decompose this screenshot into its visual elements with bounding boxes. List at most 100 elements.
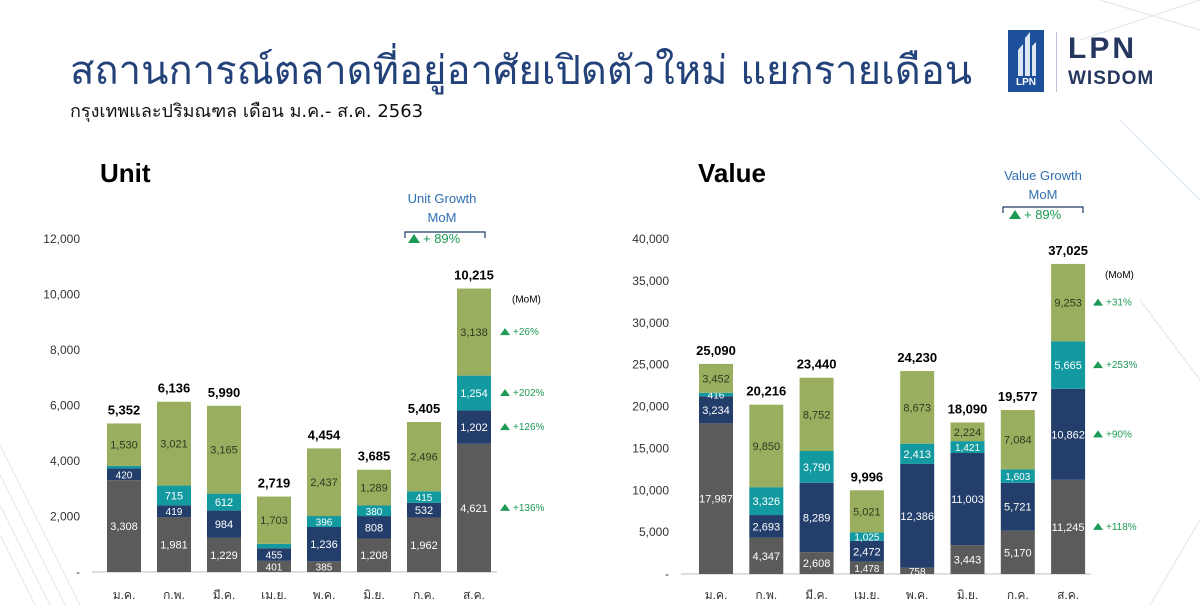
unit-total-label: 5,352 (108, 402, 141, 417)
logo-tagline: WISDOM (1068, 68, 1155, 89)
value-bar-segment (1051, 341, 1086, 389)
value-growth-header: (MoM) (1105, 270, 1134, 281)
unit-segment-label: 1,229 (210, 550, 238, 562)
unit-bar-segment (157, 401, 191, 486)
unit-bar-segment (257, 543, 291, 549)
unit-category-label: ก.พ. (163, 588, 185, 602)
unit-category-label: ม.ค. (113, 588, 136, 602)
value-bar-segment (1000, 482, 1035, 531)
value-callout-title: Value Growth (1004, 168, 1082, 183)
value-bar-segment (950, 545, 985, 574)
value-y-tick-label: 20,000 (632, 400, 669, 414)
value-bar-segment (799, 552, 834, 574)
value-segment-label: 8,289 (803, 512, 831, 524)
unit-category-label: พ.ค. (313, 588, 336, 602)
unit-callout-arrow-icon (408, 234, 420, 243)
unit-y-tick-label: 12,000 (43, 232, 80, 246)
value-segment-label: 7,084 (1004, 435, 1032, 447)
value-bar-segment (900, 443, 935, 464)
unit-segment-label: 1,236 (310, 539, 338, 551)
unit-growth-value: +26% (513, 327, 539, 338)
value-segment-label: 11,003 (951, 494, 984, 506)
value-total-label: 37,025 (1048, 243, 1088, 258)
value-bar-segment (1051, 479, 1086, 574)
value-segment-label: 3,326 (753, 496, 781, 508)
unit-total-label: 4,454 (308, 427, 341, 442)
value-segment-label: 17,987 (699, 494, 733, 506)
value-category-label: มิ.ย. (957, 588, 979, 602)
value-segment-label: 9,253 (1054, 298, 1082, 310)
unit-bar-segment (157, 517, 191, 572)
value-callout-arrow-icon (1009, 210, 1021, 219)
unit-bar-segment (357, 469, 391, 506)
unit-bar-segment (257, 560, 291, 572)
value-total-label: 9,996 (851, 469, 884, 484)
unit-segment-label: 3,165 (210, 445, 238, 457)
unit-y-tick-label: 2,000 (50, 510, 80, 524)
value-segment-label: 5,721 (1004, 502, 1032, 514)
unit-bar-segment (207, 537, 241, 572)
unit-segment-label: 1,208 (360, 550, 388, 562)
unit-y-tick-label: 4,000 (50, 454, 80, 468)
value-segment-label: 9,850 (753, 441, 781, 453)
value-segment-label: 1,421 (955, 443, 980, 454)
unit-total-label: 10,215 (454, 268, 494, 283)
value-total-label: 18,090 (948, 401, 988, 416)
unit-total-label: 6,136 (158, 381, 191, 396)
unit-growth-value: +126% (513, 422, 545, 433)
unit-bar-segment (457, 443, 491, 572)
value-segment-label: 4,347 (753, 551, 781, 563)
value-bar-segment (950, 441, 985, 454)
unit-bar-segment (307, 448, 341, 517)
value-y-tick-label: 40,000 (632, 232, 669, 246)
value-segment-label: 3,452 (702, 373, 730, 385)
unit-bar-segment (157, 505, 191, 518)
unit-bar-segment (357, 516, 391, 539)
value-total-label: 24,230 (897, 350, 937, 365)
unit-total-label: 3,685 (358, 449, 391, 464)
unit-segment-label: 3,308 (110, 521, 138, 533)
page-subtitle: กรุงเทพและปริมณฑล เดือน ม.ค.- ส.ค. 2563 (70, 101, 424, 122)
value-bar-segment (849, 540, 884, 562)
unit-segment-label: 3,138 (460, 327, 488, 339)
value-segment-label: 3,234 (702, 405, 730, 417)
value-y-tick-label: - (665, 567, 669, 581)
value-y-tick-label: 10,000 (632, 483, 669, 497)
value-category-label: ส.ค. (1057, 588, 1079, 602)
unit-chart-title: Unit (100, 158, 151, 188)
value-segment-label: 12,386 (900, 511, 934, 523)
value-bar-segment (900, 371, 935, 444)
unit-bar-segment (407, 502, 441, 518)
value-bar-segment (1051, 388, 1086, 480)
lpn-wisdom-logo: LPN LPN WISDOM (1008, 30, 1178, 96)
unit-segment-label: 1,254 (460, 388, 488, 400)
value-bar-segment (900, 463, 935, 568)
unit-segment-label: 455 (266, 551, 283, 562)
unit-category-label: มิ.ย. (363, 588, 385, 602)
value-y-tick-label: 30,000 (632, 316, 669, 330)
value-segment-label: 11,245 (1052, 522, 1085, 534)
value-bar-segment (1000, 410, 1035, 470)
value-segment-label: 5,021 (853, 506, 881, 518)
value-segment-label: 1,603 (1005, 472, 1030, 483)
value-category-label: เม.ย. (854, 588, 880, 602)
unit-callout-subtitle: MoM (428, 210, 457, 225)
unit-bar-segment (207, 493, 241, 511)
unit-bar-segment (207, 510, 241, 538)
value-bar-segment (950, 453, 985, 546)
unit-growth-arrow-icon (500, 328, 510, 336)
unit-callout-bracket (404, 231, 486, 238)
unit-segment-label: 532 (415, 505, 433, 517)
unit-segment-label: 4,621 (460, 503, 488, 515)
value-y-tick-label: 35,000 (632, 274, 669, 288)
unit-y-tick-label: 10,000 (43, 288, 80, 302)
value-total-label: 19,577 (998, 389, 1038, 404)
value-segment-label: 2,224 (954, 427, 982, 439)
value-y-tick-label: 25,000 (632, 358, 669, 372)
unit-segment-label: 415 (416, 493, 433, 504)
value-y-tick-label: 15,000 (632, 441, 669, 455)
unit-growth-arrow-icon (500, 423, 510, 431)
logo-wordmark: LPN (1068, 32, 1137, 65)
unit-segment-label: 1,703 (260, 515, 288, 527)
unit-growth-header: (MoM) (512, 295, 541, 306)
